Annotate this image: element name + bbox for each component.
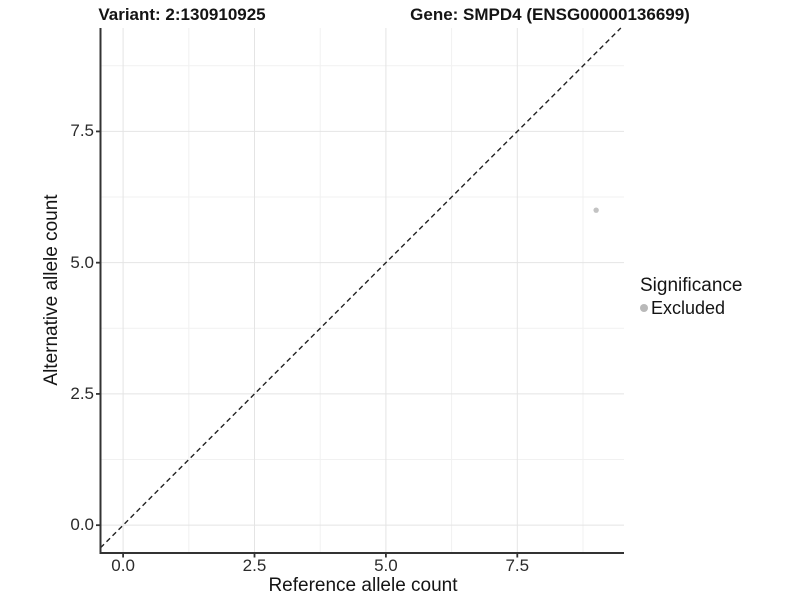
data-point (593, 207, 599, 213)
y-tick-label: 5.0 (70, 252, 94, 272)
variant-title: Variant: 2:130910925 (98, 5, 266, 24)
legend-entry-label: Excluded (651, 298, 726, 318)
x-tick-label: 2.5 (242, 556, 267, 575)
legend-title: Significance (640, 275, 743, 296)
legend-point-icon (640, 304, 648, 312)
x-axis-label: Reference allele count (268, 575, 458, 596)
legend: Significance Excluded (640, 275, 742, 318)
legend-entry: Excluded (640, 298, 742, 318)
x-tick-label: 5.0 (374, 556, 398, 575)
y-axis-label: Alternative allele count (41, 194, 62, 386)
y-tick-label: 0.0 (70, 515, 94, 535)
x-tick-label: 7.5 (505, 556, 530, 575)
y-tick-label: 2.5 (70, 383, 94, 403)
gene-title: Gene: SMPD4 (ENSG00000136699) (410, 5, 690, 24)
identity-dashed-line (100, 27, 622, 549)
x-tick-label: 0.0 (111, 556, 135, 575)
y-tick-label: 7.5 (70, 121, 94, 141)
